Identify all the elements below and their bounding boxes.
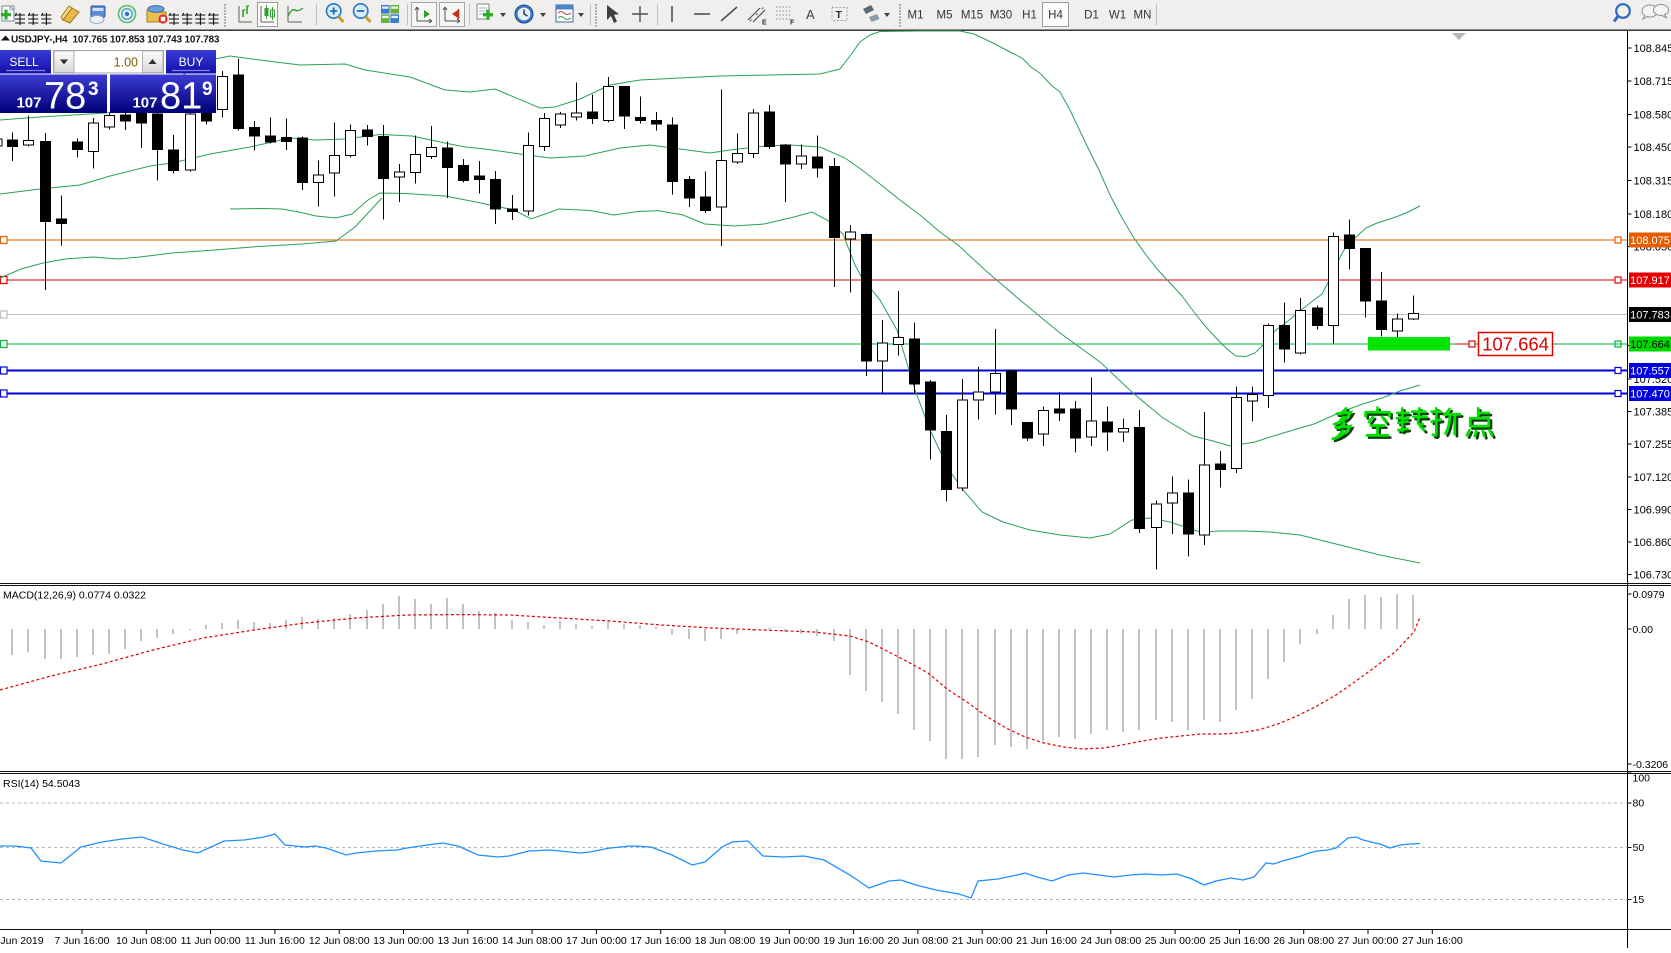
svg-text:100: 100 — [1633, 773, 1651, 785]
svg-text:107.664: 107.664 — [1630, 339, 1670, 351]
svg-text:108.845: 108.845 — [1634, 43, 1671, 55]
svg-text:0.00: 0.00 — [1633, 624, 1654, 636]
svg-text:M15: M15 — [961, 10, 983, 22]
svg-text:M30: M30 — [990, 10, 1012, 22]
svg-text:108.580: 108.580 — [1634, 110, 1671, 122]
svg-text:E: E — [762, 20, 767, 27]
svg-text:106.730: 106.730 — [1634, 570, 1671, 582]
svg-text:20 Jun 08:00: 20 Jun 08:00 — [888, 935, 949, 947]
svg-text:D1: D1 — [1084, 10, 1099, 22]
svg-text:11 Jun 16:00: 11 Jun 16:00 — [245, 935, 305, 947]
svg-text:107.470: 107.470 — [1630, 389, 1670, 401]
svg-text:26 Jun 08:00: 26 Jun 08:00 — [1273, 935, 1334, 947]
svg-text:M1: M1 — [908, 10, 924, 22]
svg-text:107.255: 107.255 — [1634, 439, 1671, 451]
svg-text:9: 9 — [202, 79, 213, 100]
svg-text:78: 78 — [44, 76, 86, 118]
svg-text:SELL: SELL — [9, 55, 39, 69]
svg-text:12 Jun 08:00: 12 Jun 08:00 — [309, 935, 370, 947]
svg-text:17 Jun 16:00: 17 Jun 16:00 — [630, 935, 691, 947]
svg-text:17 Jun 00:00: 17 Jun 00:00 — [566, 935, 627, 947]
svg-text:107.917: 107.917 — [1630, 275, 1670, 287]
svg-text:14 Jun 08:00: 14 Jun 08:00 — [502, 935, 563, 947]
svg-text:3: 3 — [88, 79, 99, 100]
svg-text:106.990: 106.990 — [1634, 505, 1671, 517]
svg-text:H1: H1 — [1022, 10, 1037, 22]
svg-text:15: 15 — [1633, 894, 1645, 906]
svg-text:107.557: 107.557 — [1630, 366, 1670, 378]
svg-text:F: F — [790, 20, 795, 27]
svg-text:107.385: 107.385 — [1634, 407, 1671, 419]
svg-text:108.315: 108.315 — [1634, 176, 1671, 188]
svg-text:27 Jun 00:00: 27 Jun 00:00 — [1338, 935, 1399, 947]
svg-text:106.860: 106.860 — [1634, 537, 1671, 549]
svg-text:RSI(14) 54.5043: RSI(14) 54.5043 — [3, 778, 80, 790]
svg-text:MN: MN — [1134, 10, 1152, 22]
svg-text:107.783: 107.783 — [1630, 310, 1670, 322]
svg-text:7 Jun 16:00: 7 Jun 16:00 — [55, 935, 110, 947]
svg-text:H4: H4 — [1048, 10, 1063, 22]
svg-text:T: T — [836, 9, 843, 21]
svg-text:107: 107 — [132, 95, 157, 112]
svg-text:19 Jun 00:00: 19 Jun 00:00 — [759, 935, 820, 947]
svg-text:21 Jun 00:00: 21 Jun 00:00 — [952, 935, 1013, 947]
svg-text:BUY: BUY — [179, 55, 204, 69]
svg-text:11 Jun 00:00: 11 Jun 00:00 — [181, 935, 241, 947]
svg-text:107.120: 107.120 — [1634, 472, 1671, 484]
svg-text:18 Jun 08:00: 18 Jun 08:00 — [695, 935, 756, 947]
svg-text:50: 50 — [1633, 842, 1645, 854]
svg-text:21 Jun 16:00: 21 Jun 16:00 — [1016, 935, 1077, 947]
svg-text:108.075: 108.075 — [1630, 235, 1670, 247]
svg-text:81: 81 — [160, 76, 202, 118]
svg-text:108.450: 108.450 — [1634, 142, 1671, 154]
svg-text:10 Jun 08:00: 10 Jun 08:00 — [116, 935, 177, 947]
svg-text:-0.3206: -0.3206 — [1633, 759, 1669, 771]
svg-text:107: 107 — [16, 95, 41, 112]
svg-text:24 Jun 08:00: 24 Jun 08:00 — [1080, 935, 1141, 947]
svg-text:0.0979: 0.0979 — [1633, 589, 1665, 601]
svg-text:A: A — [806, 7, 815, 22]
svg-text:25 Jun 16:00: 25 Jun 16:00 — [1209, 935, 1270, 947]
svg-text:107.664: 107.664 — [1482, 334, 1549, 355]
svg-text:13 Jun 16:00: 13 Jun 16:00 — [437, 935, 498, 947]
svg-text:19 Jun 16:00: 19 Jun 16:00 — [823, 935, 884, 947]
svg-text:108.180: 108.180 — [1634, 209, 1671, 221]
svg-text:W1: W1 — [1109, 10, 1126, 22]
svg-text:USDJPY-,H4 107.765 107.853 10: USDJPY-,H4 107.765 107.853 107.743 107.7… — [11, 35, 220, 46]
svg-text:108.715: 108.715 — [1634, 76, 1671, 88]
svg-text:27 Jun 16:00: 27 Jun 16:00 — [1402, 935, 1463, 947]
svg-text:13 Jun 00:00: 13 Jun 00:00 — [373, 935, 434, 947]
svg-text:1.00: 1.00 — [114, 56, 138, 70]
svg-text:M5: M5 — [937, 10, 953, 22]
svg-text:25 Jun 00:00: 25 Jun 00:00 — [1145, 935, 1206, 947]
svg-text:MACD(12,26,9) 0.0774 0.0322: MACD(12,26,9) 0.0774 0.0322 — [3, 590, 146, 602]
svg-text:80: 80 — [1633, 798, 1645, 810]
svg-text:Jun 2019: Jun 2019 — [0, 935, 43, 947]
